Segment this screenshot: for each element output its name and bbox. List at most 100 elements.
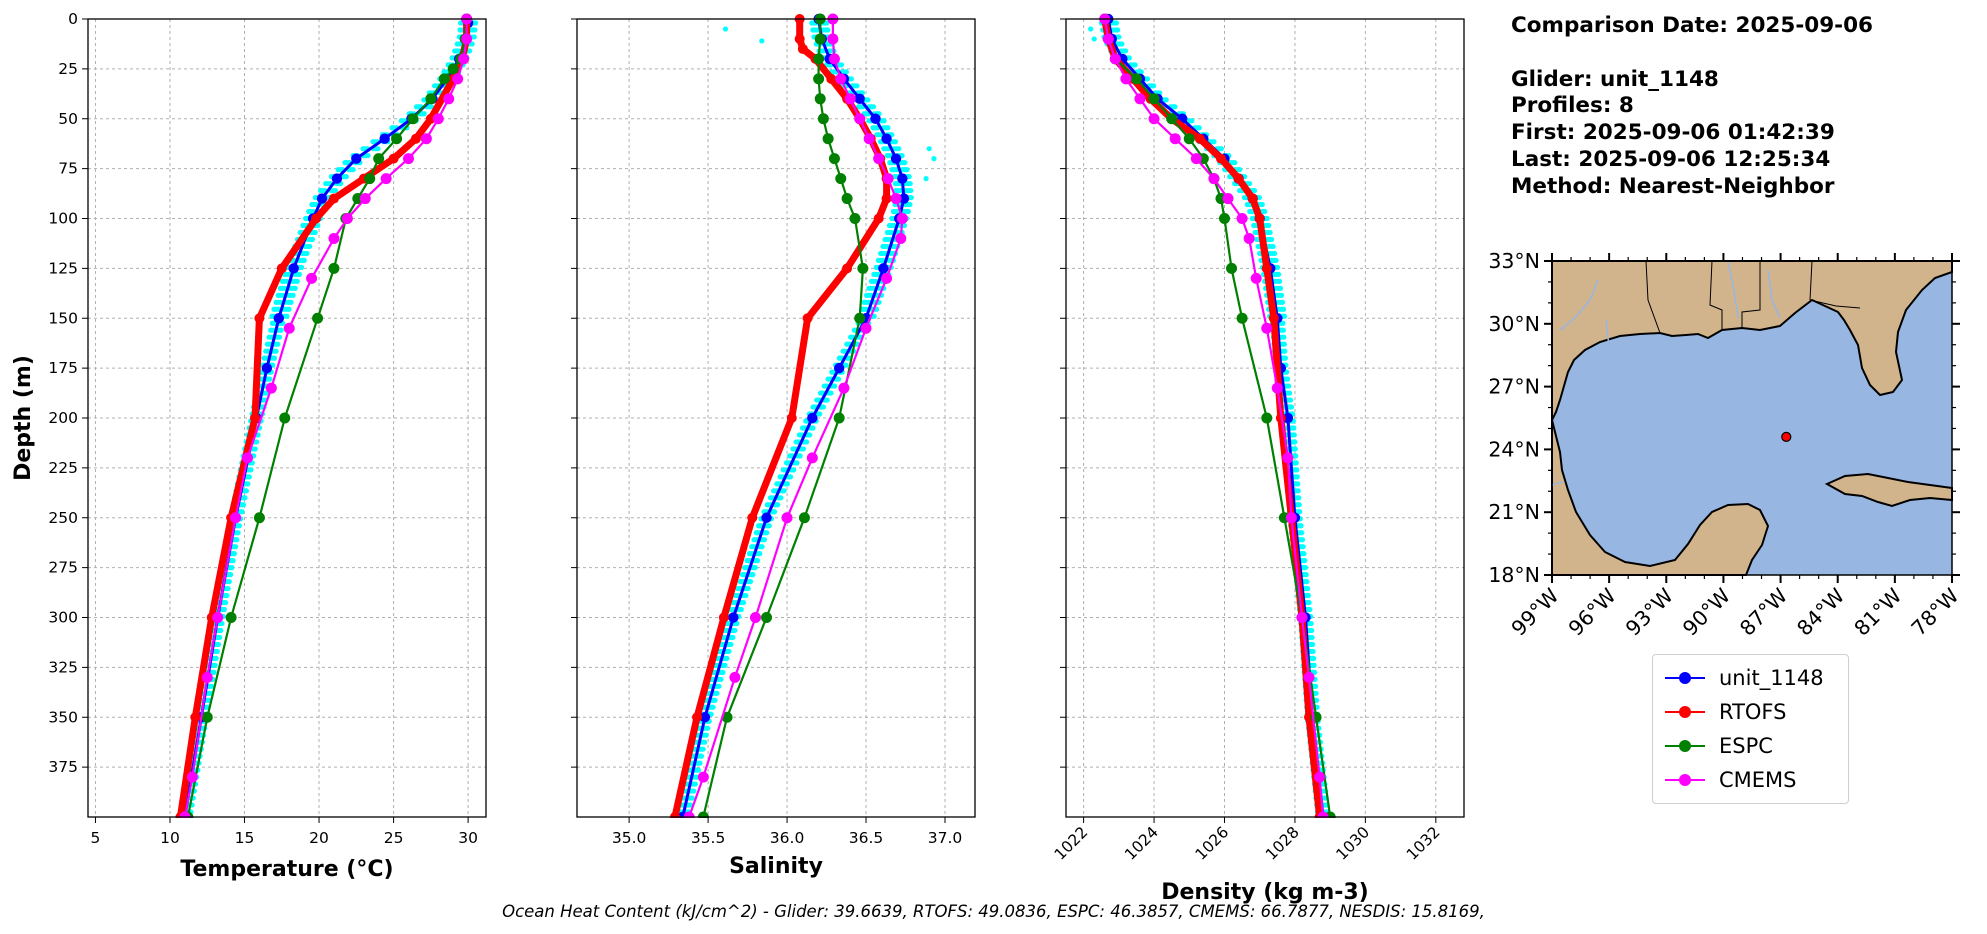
series-point-cmems — [212, 612, 224, 623]
raw-glider-point — [268, 327, 274, 333]
series-point-espc — [761, 612, 773, 623]
raw-glider-point — [1257, 201, 1263, 208]
series-point-cmems — [1109, 53, 1121, 65]
glider-position-marker — [1781, 431, 1792, 442]
raw-glider-point — [235, 523, 241, 529]
series-point-rtofs — [747, 512, 758, 523]
raw-glider-point — [753, 530, 759, 536]
legend-label: CMEMS — [1719, 768, 1797, 792]
series-point-unit_1148 — [351, 153, 362, 164]
raw-glider-point — [1292, 446, 1298, 452]
raw-glider-point — [737, 578, 743, 585]
raw-glider-point — [472, 27, 478, 33]
series-point-cmems — [729, 671, 741, 683]
y-axis-label: Depth (m) — [11, 355, 36, 481]
map-land-north — [1551, 260, 1953, 421]
raw-glider-point — [712, 690, 719, 696]
raw-glider-point — [1293, 474, 1299, 480]
raw-glider-point — [1309, 655, 1315, 661]
map-lat-label: 27°N — [1488, 375, 1540, 399]
raw-glider-point — [224, 592, 230, 599]
raw-glider-point — [794, 439, 801, 445]
series-point-cmems — [1120, 73, 1132, 85]
raw-glider-point — [843, 362, 849, 368]
series-point-espc — [798, 512, 810, 524]
raw-glider-point — [1276, 278, 1283, 284]
raw-glider-point — [1306, 599, 1312, 606]
series-point-espc — [813, 73, 825, 85]
x-axis-label: Salinity — [729, 854, 823, 879]
raw-glider-point — [906, 187, 912, 194]
series-point-cmems — [230, 512, 242, 524]
raw-glider-point — [232, 537, 239, 543]
series-point-unit_1148 — [1282, 412, 1294, 424]
series-point-espc — [1218, 213, 1230, 224]
raw-glider-point — [759, 38, 765, 44]
series-point-cmems — [359, 193, 371, 205]
series-point-rtofs — [826, 73, 837, 84]
raw-glider-point — [892, 208, 898, 215]
raw-glider-point — [868, 278, 875, 284]
raw-glider-point — [802, 439, 808, 445]
series-point-unit_1148 — [870, 113, 881, 124]
y-tick-label: 275 — [48, 559, 78, 577]
raw-glider-point — [796, 453, 802, 459]
series-point-unit_1148 — [897, 173, 908, 184]
map-lat-label: 21°N — [1488, 500, 1540, 524]
y-tick-label: 75 — [58, 160, 78, 178]
raw-glider-point — [905, 208, 911, 215]
raw-glider-point — [726, 641, 733, 648]
raw-glider-point — [1312, 683, 1319, 689]
raw-glider-point — [872, 125, 878, 131]
series-point-rtofs — [328, 193, 339, 204]
series-point-espc — [841, 193, 853, 205]
series-point-cmems — [265, 382, 277, 394]
raw-glider-point — [697, 760, 703, 766]
map-lat-label: 30°N — [1488, 312, 1540, 336]
y-tick-label: 300 — [48, 609, 78, 627]
raw-glider-point — [262, 390, 269, 396]
map-lon-label: 81°W — [1849, 584, 1906, 641]
series-point-espc — [1148, 93, 1160, 105]
raw-glider-point — [294, 271, 300, 277]
map-lat-label: 18°N — [1488, 563, 1540, 587]
comparison-date: Comparison Date: 2025-09-06 — [1511, 13, 1874, 38]
series-point-espc — [1183, 133, 1195, 145]
raw-glider-point — [273, 348, 279, 354]
raw-glider-point — [712, 697, 718, 703]
raw-glider-point — [716, 683, 722, 689]
series-point-cmems — [380, 173, 392, 185]
series-point-espc — [817, 113, 829, 125]
raw-glider-point — [1256, 194, 1263, 201]
legend-marker — [1679, 706, 1691, 718]
raw-glider-point — [214, 648, 220, 655]
metadata-panel: Comparison Date: 2025-09-06 Glider: unit… — [1511, 13, 1873, 201]
raw-glider-point — [785, 460, 791, 466]
raw-glider-point — [838, 355, 844, 361]
raw-glider-point — [1308, 641, 1314, 648]
series-point-espc — [447, 63, 459, 75]
series-point-cmems — [1243, 232, 1255, 244]
raw-glider-point — [709, 704, 715, 710]
series-point-cmems — [1271, 382, 1283, 394]
series-point-rtofs — [873, 213, 884, 224]
x-tick-label: 5 — [91, 829, 101, 847]
raw-glider-point — [907, 180, 913, 187]
raw-glider-point — [273, 306, 279, 312]
x-tick-label: 25 — [384, 829, 404, 847]
map-lon-label: 84°W — [1792, 584, 1849, 641]
raw-glider-point — [283, 271, 290, 277]
series-point-cmems — [458, 53, 470, 65]
series-point-rtofs — [254, 313, 265, 324]
raw-glider-point — [1282, 348, 1288, 354]
raw-glider-point — [1232, 160, 1238, 166]
series-point-cmems — [895, 232, 907, 244]
raw-glider-point — [298, 264, 305, 270]
raw-glider-point — [1267, 229, 1273, 236]
x-tick-label: 1028 — [1262, 823, 1303, 864]
series-point-cmems — [201, 671, 213, 683]
raw-glider-point — [778, 474, 785, 480]
raw-glider-point — [1136, 69, 1142, 75]
raw-glider-point — [784, 481, 790, 487]
series-point-cmems — [781, 512, 793, 524]
